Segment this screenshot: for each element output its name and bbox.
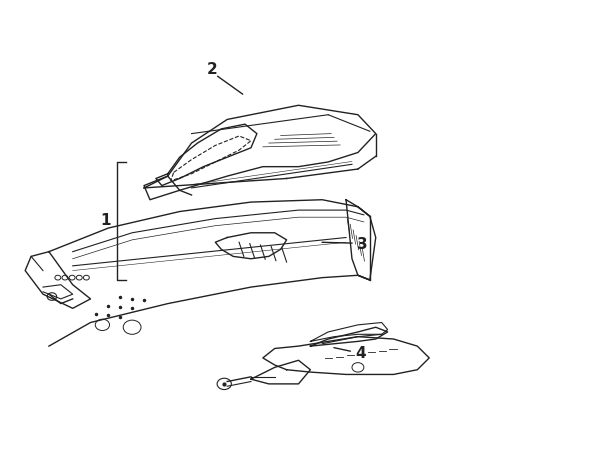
Text: 2: 2 (207, 62, 218, 77)
Text: 4: 4 (356, 346, 366, 361)
Text: 3: 3 (358, 237, 368, 252)
Text: 1: 1 (100, 213, 110, 228)
